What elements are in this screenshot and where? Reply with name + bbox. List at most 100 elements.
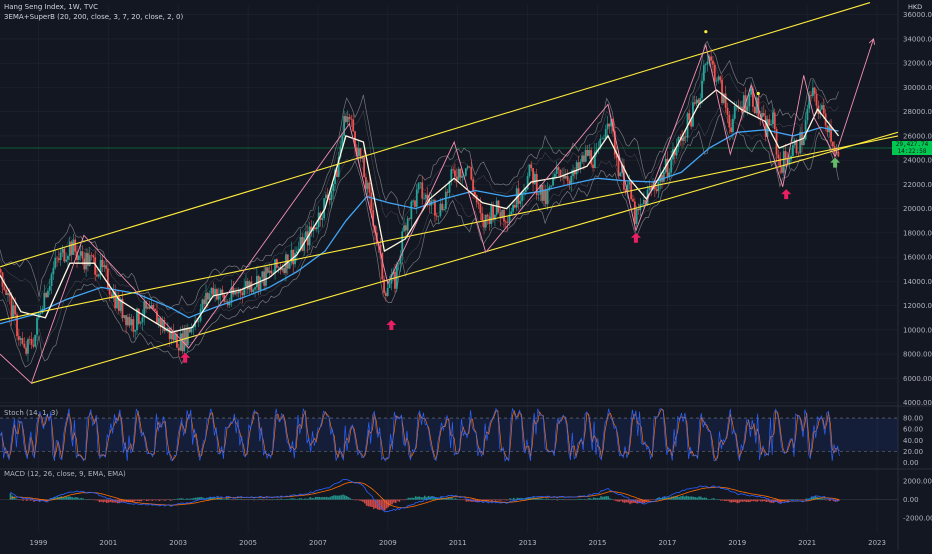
macd-hist-bar: [681, 495, 684, 500]
macd-hist-bar: [153, 499, 155, 501]
candle-body: [97, 274, 100, 277]
channel-lower-line: [31, 131, 899, 384]
candle-body: [788, 159, 791, 165]
macd-hist-bar: [558, 499, 561, 500]
candle-body: [85, 253, 87, 270]
macd-hist-bar: [285, 498, 288, 500]
ema-fast-line: [0, 88, 840, 333]
macd-hist-bar: [176, 498, 179, 500]
candle-body: [254, 287, 256, 290]
macd-hist-bar: [155, 499, 157, 501]
macd-hist-bar: [760, 499, 762, 502]
candle-body: [8, 292, 11, 297]
macd-hist-bar: [698, 496, 700, 500]
macd-hist-bar: [378, 499, 381, 510]
macd-hist-bar: [752, 499, 755, 502]
candle-body: [406, 218, 409, 231]
macd-hist-bar: [403, 499, 406, 501]
candle-body: [43, 292, 46, 309]
candle-body: [14, 305, 17, 315]
last-price-tag: 29,427.74 14:22:58: [892, 141, 932, 155]
candle-body: [70, 241, 73, 255]
macd-hist-bar: [256, 499, 259, 501]
candle-body: [65, 259, 68, 262]
macd-hist-bar: [304, 498, 306, 500]
candle-body: [521, 192, 524, 202]
macd-hist-bar: [787, 499, 789, 501]
macd-hist-bar: [311, 497, 313, 500]
candle-body: [7, 292, 9, 296]
macd-hist-bar: [680, 496, 682, 500]
candle-body: [570, 175, 573, 184]
candle-body: [508, 214, 511, 223]
macd-hist-bar: [641, 499, 644, 504]
macd-hist-bar: [167, 499, 170, 500]
candle-body: [662, 172, 665, 182]
macd-hist-bar: [476, 499, 479, 503]
macd-hist-bar: [95, 499, 97, 501]
candle-body: [550, 185, 553, 187]
candle-body: [270, 270, 273, 274]
candle-body: [128, 317, 131, 326]
candle-body: [34, 334, 37, 347]
candle-body: [130, 319, 133, 326]
candle-body: [335, 169, 338, 177]
macd-hist-bar: [340, 495, 342, 500]
candle-body: [568, 180, 571, 184]
macd-hist-bar: [274, 499, 277, 501]
macd-hist-bar: [627, 499, 630, 503]
candle-body: [217, 295, 220, 300]
macd-hist-bar: [503, 499, 506, 501]
macd-hist-bar: [611, 499, 613, 500]
macd-hist-bar: [116, 499, 119, 504]
candle-body: [370, 192, 373, 211]
macd-signal-line: [10, 481, 840, 509]
macd-hist-bar: [423, 495, 426, 500]
candle-body: [563, 175, 565, 179]
candle-body: [415, 189, 418, 207]
candle-body: [365, 177, 367, 189]
candle-body: [681, 138, 683, 141]
candle-body: [268, 270, 271, 273]
macd-hist-bar: [380, 499, 382, 510]
macd-hist-bar: [267, 499, 270, 501]
macd-tick-label: -2000.00: [903, 515, 932, 523]
macd-hist-bar: [80, 497, 83, 500]
candle-body: [259, 277, 262, 291]
candle-body: [424, 194, 427, 199]
candle-body: [239, 289, 242, 293]
signal-dot: [756, 91, 760, 96]
macd-hist-bar: [333, 495, 335, 500]
candle-body: [423, 198, 425, 200]
macd-hist-bar: [498, 499, 501, 501]
macd-hist-bar: [721, 499, 724, 501]
candle-body: [32, 344, 35, 347]
macd-hist-bar: [325, 496, 328, 500]
macd-hist-bar: [832, 499, 835, 502]
y-tick-label: 24000.00: [903, 157, 932, 165]
macd-hist-bar: [672, 496, 675, 500]
candle-body: [628, 182, 631, 185]
macd-hist-bar: [302, 498, 304, 500]
macd-hist-bar: [458, 499, 461, 501]
macd-hist-bar: [574, 499, 577, 501]
candle-body: [791, 145, 794, 156]
candlestick-group: [0, 51, 840, 362]
macd-hist-bar: [603, 496, 606, 500]
macd-hist-bar: [465, 499, 468, 502]
macd-hist-bar: [443, 498, 446, 500]
candle-body: [230, 287, 233, 303]
macd-hist-bar: [665, 497, 668, 500]
x-tick-label: 2017: [658, 539, 676, 547]
macd-hist-bar: [187, 498, 190, 500]
candle-body: [733, 105, 736, 119]
candle-body: [328, 198, 331, 201]
candle-body: [721, 79, 723, 104]
candle-body: [265, 267, 267, 286]
candle-body: [110, 294, 113, 299]
macd-hist-bar: [456, 499, 459, 500]
macd-hist-bar: [462, 499, 464, 501]
macd-hist-bar: [296, 499, 299, 500]
